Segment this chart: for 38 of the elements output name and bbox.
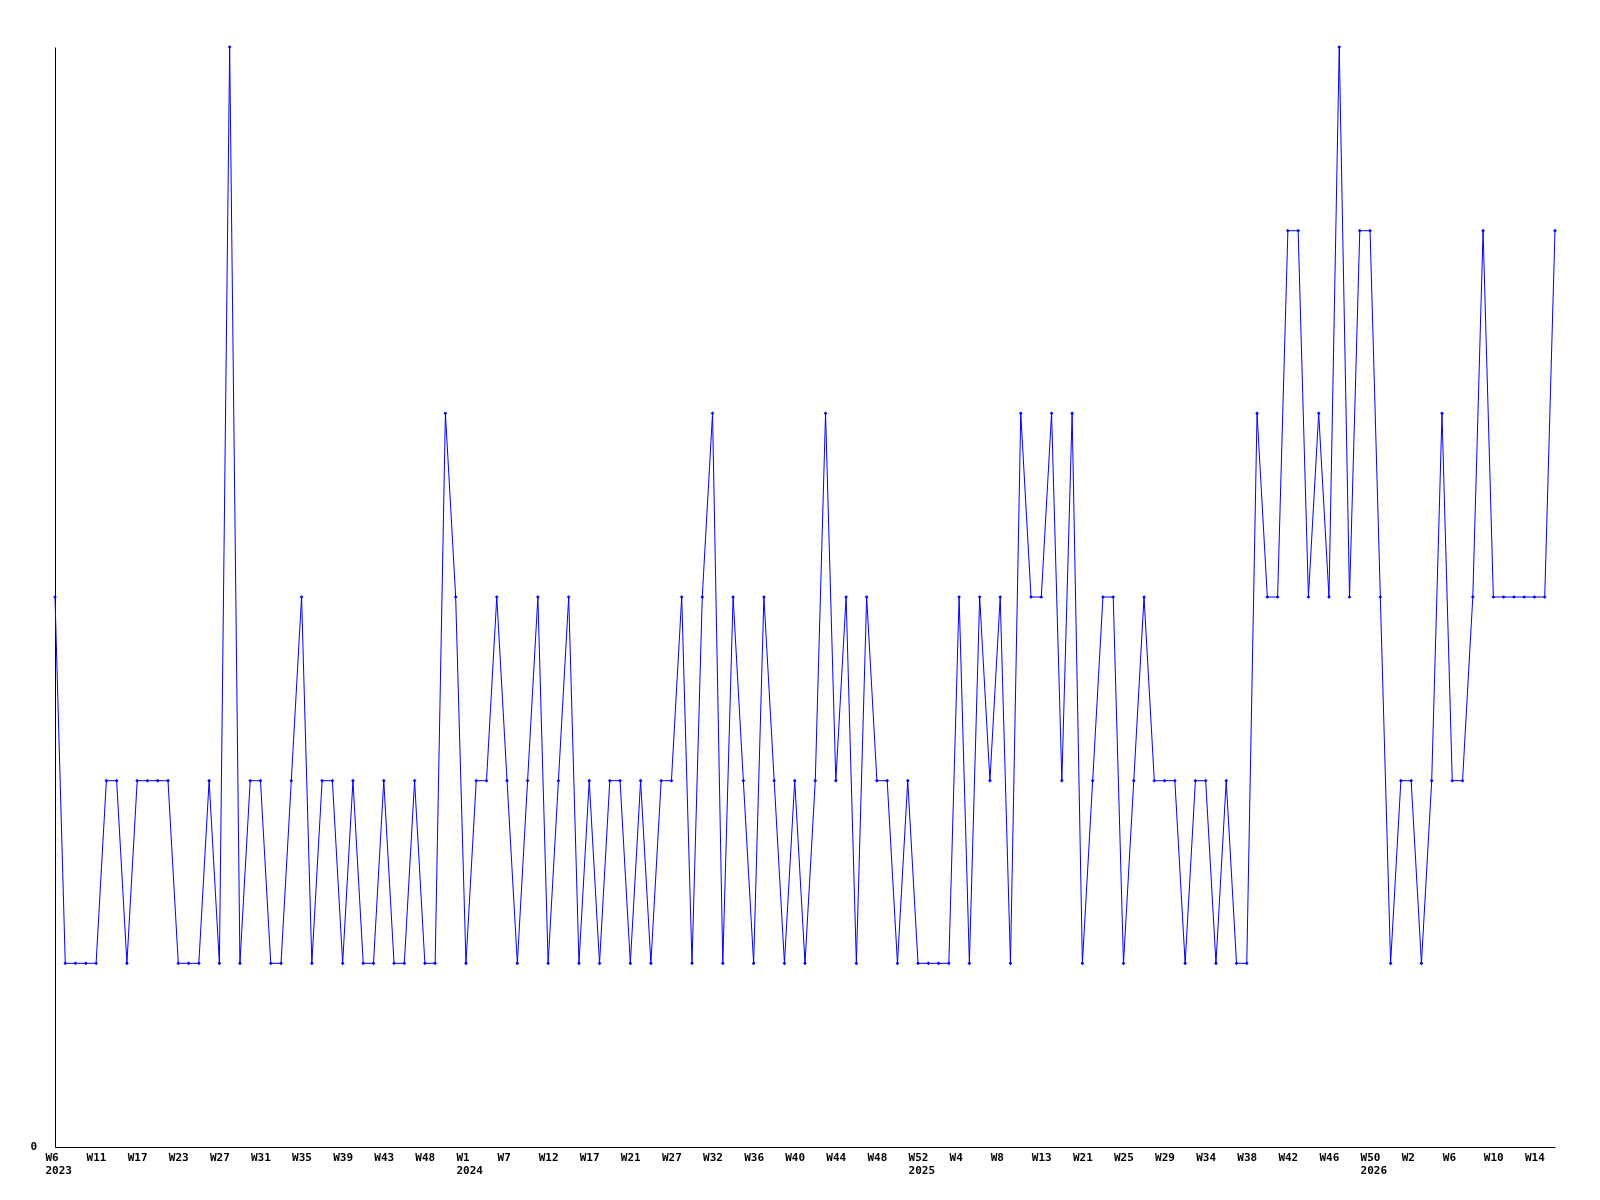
x-tick-label: W21 <box>1072 1150 1094 1164</box>
x-tick-label: W48 <box>415 1150 436 1164</box>
x-tick-label: W39 <box>333 1150 354 1164</box>
x-tick-label: W7 <box>497 1150 511 1164</box>
x-tick-label: W50 2026 <box>1360 1150 1388 1177</box>
x-tick-label: W6 2023 <box>45 1150 72 1177</box>
x-tick-label: W1 2024 <box>456 1150 484 1177</box>
x-tick-label: W44 <box>826 1150 847 1164</box>
x-tick-label: W23 <box>168 1150 189 1164</box>
x-tick-label: W48 <box>867 1150 888 1164</box>
x-tick-label: W8 <box>990 1150 1004 1164</box>
x-tick-label: W43 <box>374 1150 395 1164</box>
x-tick-label: W21 <box>620 1150 642 1164</box>
x-tick-label: W11 <box>86 1150 107 1164</box>
x-tick-label: W2 <box>1401 1150 1415 1164</box>
x-tick-label: W29 <box>1155 1150 1175 1164</box>
x-tick-label: W17 <box>579 1150 600 1164</box>
x-tick-label: W35 <box>292 1150 312 1164</box>
x-tick-label: W40 <box>785 1150 806 1164</box>
x-tick-label: W32 <box>703 1150 723 1164</box>
x-tick-label: W34 <box>1196 1150 1217 1164</box>
x-tick-label: W14 <box>1524 1150 1546 1164</box>
x-tick-label: W6 <box>1442 1150 1457 1164</box>
x-tick-label: W36 <box>744 1150 765 1164</box>
x-tick-label: W46 <box>1319 1150 1340 1164</box>
x-tick-label: W52 2025 <box>908 1150 936 1177</box>
x-tick-label: W10 <box>1483 1150 1504 1164</box>
x-tick-label: W42 <box>1278 1150 1299 1164</box>
x-tick-label: W31 <box>250 1150 272 1164</box>
x-tick-label: W4 <box>949 1150 964 1164</box>
x-tick-label: W27 <box>661 1150 682 1164</box>
x-tick-label: W13 <box>1031 1150 1052 1164</box>
x-tick-label: W38 <box>1237 1150 1258 1164</box>
x-tick-label: W25 <box>1113 1150 1134 1164</box>
x-tick-label: W27 <box>209 1150 230 1164</box>
text: 0 <box>30 1140 37 1153</box>
x-tick-label: W17 <box>127 1150 148 1164</box>
x-tick-label: W12 <box>538 1150 559 1164</box>
